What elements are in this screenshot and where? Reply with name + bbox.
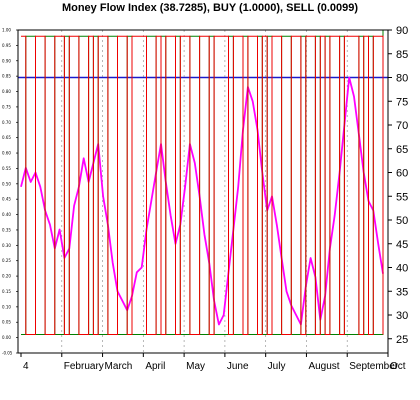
left-axis-tick-label: 0.85 xyxy=(2,74,11,79)
left-axis-tick-label: 0.65 xyxy=(2,135,11,140)
left-axis-tick-label: 0.40 xyxy=(2,212,11,217)
right-axis-tick-label: 90 xyxy=(396,25,408,37)
plot-border xyxy=(17,29,389,354)
left-axis-tick-label: 0.90 xyxy=(2,58,11,63)
left-axis-tick-label: 1.00 xyxy=(2,28,11,33)
right-axis-tick-label: 45 xyxy=(396,239,408,251)
left-axis-tick-label: 0.15 xyxy=(2,289,11,294)
right-axis-tick-label: 80 xyxy=(396,73,408,85)
left-axis-tick-label: 0.75 xyxy=(2,104,11,109)
x-axis-tick-label: August xyxy=(308,361,339,372)
left-axis-tick-label: 0.80 xyxy=(2,89,11,94)
right-axis-tick-label: 75 xyxy=(396,96,408,108)
left-axis-tick-label: 0.10 xyxy=(2,304,11,309)
right-axis-tick-label: 70 xyxy=(396,120,408,132)
right-axis-tick-label: 65 xyxy=(396,144,408,156)
right-axis-tick-label: 50 xyxy=(396,215,408,227)
plot-area xyxy=(17,29,389,354)
series-sell-line xyxy=(21,35,384,335)
right-axis-tick-label: 55 xyxy=(396,191,408,203)
x-axis-tick-label: Oct xyxy=(390,361,406,372)
left-axis-tick-label: 0.35 xyxy=(2,227,11,232)
left-axis-tick-label: -0.05 xyxy=(2,351,13,356)
left-axis-tick-label: 0.00 xyxy=(2,335,11,340)
left-axis-tick-label: 0.45 xyxy=(2,197,11,202)
x-axis-tick-label: February xyxy=(64,361,104,372)
left-axis-tick-label: 0.20 xyxy=(2,274,11,279)
left-axis-tick-label: 0.05 xyxy=(2,320,11,325)
series-money-flow-index-line xyxy=(20,76,384,326)
x-axis-tick-label: September xyxy=(349,361,399,372)
left-axis-tick-label: 0.30 xyxy=(2,243,11,248)
x-axis-tick-label: May xyxy=(186,361,205,372)
right-axis-tick-label: 60 xyxy=(396,168,408,180)
right-axis-tick-label: 30 xyxy=(396,310,408,322)
right-axis-tick-label: 85 xyxy=(396,49,408,61)
left-axis-tick-label: 0.50 xyxy=(2,181,11,186)
x-axis-tick-label: June xyxy=(227,361,249,372)
x-axis-tick-label: April xyxy=(145,361,165,372)
left-axis-tick-label: 0.60 xyxy=(2,151,11,156)
left-axis-tick-label: 0.95 xyxy=(2,43,11,48)
right-axis-tick-label: 25 xyxy=(396,334,408,346)
left-axis-tick-label: 0.55 xyxy=(2,166,11,171)
x-axis-tick-label: July xyxy=(268,361,286,372)
left-axis-tick-label: 0.70 xyxy=(2,120,11,125)
right-axis-tick-label: 40 xyxy=(396,263,408,275)
x-axis-tick-label: March xyxy=(105,361,133,372)
left-axis-tick-label: 0.25 xyxy=(2,258,11,263)
chart-title: Money Flow Index (38.7285), BUY (1.0000)… xyxy=(61,2,359,14)
right-axis-tick-label: 35 xyxy=(396,286,408,298)
x-axis-tick-label: 4 xyxy=(23,361,29,372)
